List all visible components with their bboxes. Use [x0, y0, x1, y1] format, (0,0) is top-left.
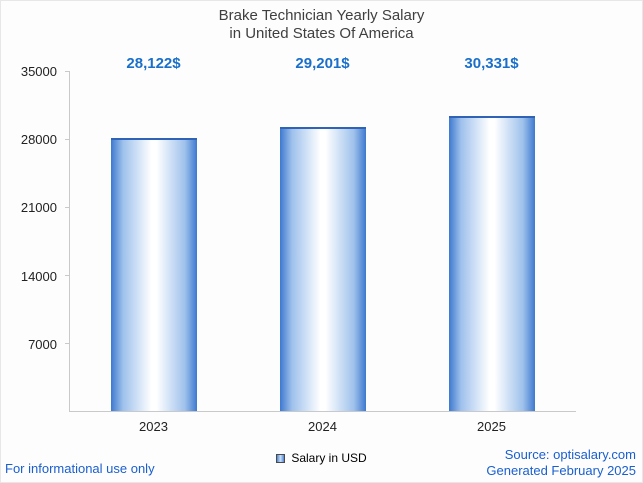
x-tick-label-2024: 2024	[308, 419, 337, 434]
y-tick-mark	[65, 71, 70, 72]
y-tick-mark	[65, 275, 70, 276]
x-tick-label-2023: 2023	[139, 419, 168, 434]
y-tick-label-21000: 21000	[20, 200, 57, 216]
chart-title-line2: in United States Of America	[229, 25, 414, 42]
bar-value-labels: 28,122$ 29,201$ 30,331$	[69, 55, 576, 75]
legend-label: Salary in USD	[291, 451, 367, 465]
x-tick-label-2025: 2025	[477, 419, 506, 434]
chart-title: Brake Technician Yearly Salary in United…	[1, 7, 642, 43]
source-text: Source: optisalary.com	[504, 447, 636, 462]
y-tick-label-7000: 7000	[28, 336, 57, 352]
plot-area	[65, 71, 576, 412]
bar-value-label-2024: 29,201$	[295, 55, 350, 72]
disclaimer-text: For informational use only	[5, 461, 155, 476]
bar-2025	[448, 116, 535, 411]
bar-value-label-2025: 30,331$	[464, 55, 519, 72]
y-axis-labels: 35000 28000 21000 14000 7000	[1, 64, 63, 412]
legend: Salary in USD	[1, 451, 642, 465]
y-tick-label-14000: 14000	[20, 268, 57, 284]
generated-text: Generated February 2025	[486, 463, 636, 478]
x-axis-labels: 2023 2024 2025	[69, 419, 576, 435]
bar-value-label-2023: 28,122$	[126, 55, 181, 72]
legend-swatch-icon	[276, 453, 286, 463]
y-tick-mark	[65, 207, 70, 208]
bar-2023	[111, 137, 198, 411]
y-tick-mark	[65, 343, 70, 344]
y-tick-mark	[65, 139, 70, 140]
y-tick-label-35000: 35000	[20, 64, 57, 79]
chart-title-line1: Brake Technician Yearly Salary	[218, 7, 425, 24]
bar-2024	[280, 127, 366, 411]
y-tick-label-28000: 28000	[20, 132, 57, 148]
source-attribution: Source: optisalary.com Generated Februar…	[486, 447, 636, 479]
